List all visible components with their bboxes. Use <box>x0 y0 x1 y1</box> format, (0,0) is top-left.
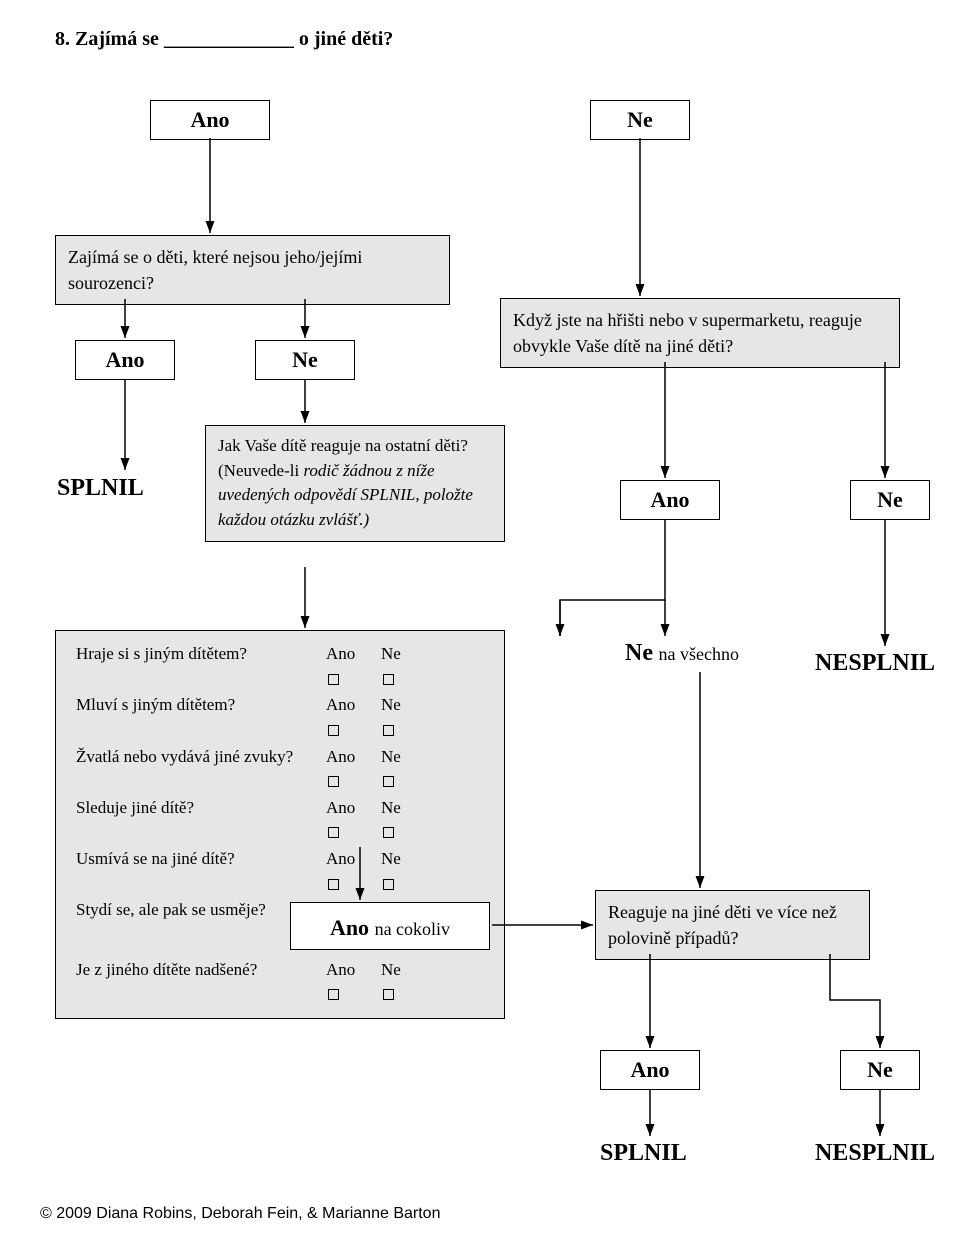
checklist-ano: Ano <box>320 846 375 897</box>
box-jak-reaguje: Jak Vaše dítě reaguje na ostatní děti? (… <box>205 425 505 542</box>
label-splnil-bottom: SPLNIL <box>600 1140 687 1167</box>
checklist-q: Mluví s jiným dítětem? <box>70 692 320 743</box>
connectors-svg <box>0 0 960 1236</box>
checklist-ne: Ne <box>375 795 420 846</box>
checklist-ano: Ano <box>320 692 375 743</box>
checklist-q: Usmívá se na jiné dítě? <box>70 846 320 897</box>
node-ne-mid: Ne <box>255 340 355 380</box>
checklist-q: Stydí se, ale pak se usměje? <box>70 897 320 948</box>
checklist-q: Sleduje jiné dítě? <box>70 795 320 846</box>
checklist-row: Usmívá se na jiné dítě?Ano Ne <box>70 846 420 897</box>
footer-copyright: © 2009 Diana Robins, Deborah Fein, & Mar… <box>40 1205 440 1223</box>
box-polovina: Reaguje na jiné děti ve více než polovin… <box>595 890 870 960</box>
na-cokoliv: na cokoliv <box>375 919 450 939</box>
node-ne-right: Ne <box>850 480 930 520</box>
box-hriste: Když jste na hřišti nebo v supermarketu,… <box>500 298 900 368</box>
label-nesplnil-right: NESPLNIL <box>815 650 935 677</box>
checklist-row: Mluví s jiným dítětem?Ano Ne <box>70 692 420 743</box>
na-vsechno: na všechno <box>658 644 738 664</box>
checklist-row: Hraje si s jiným dítětem?Ano Ne <box>70 641 420 692</box>
checklist-last-ne: Ne <box>375 957 420 1008</box>
checklist-q: Žvatlá nebo vydává jiné zvuky? <box>70 744 320 795</box>
page-title: 8. Zajímá se _____________ o jiné děti? <box>55 28 393 51</box>
node-ne-bottom: Ne <box>840 1050 920 1090</box>
checklist-q: Hraje si s jiným dítětem? <box>70 641 320 692</box>
checklist-row: Žvatlá nebo vydává jiné zvuky?Ano Ne <box>70 744 420 795</box>
ne-big: Ne <box>625 640 653 666</box>
box-sourozenci: Zajímá se o děti, které nejsou jeho/její… <box>55 235 450 305</box>
checklist-ano: Ano <box>320 641 375 692</box>
box-checklist: Hraje si s jiným dítětem?Ano Ne Mluví s … <box>55 630 505 1019</box>
ano-big: Ano <box>330 915 369 940</box>
node-ne-top: Ne <box>590 100 690 140</box>
node-ano-cokoliv: Ano na cokoliv <box>290 902 490 950</box>
label-ne-na-vsechno: Ne na všechno <box>625 640 739 667</box>
checklist-ano: Ano <box>320 744 375 795</box>
node-ano-top: Ano <box>150 100 270 140</box>
checklist-ne: Ne <box>375 692 420 743</box>
checklist-ne: Ne <box>375 744 420 795</box>
checklist-last: Je z jiného dítěte nadšené? Ano Ne <box>70 957 420 1008</box>
label-nesplnil-bottom: NESPLNIL <box>815 1140 935 1167</box>
checklist-last-ano: Ano <box>320 957 375 1008</box>
checklist-last-q: Je z jiného dítěte nadšené? <box>70 957 320 1008</box>
checklist-ano: Ano <box>320 795 375 846</box>
checklist-ne: Ne <box>375 641 420 692</box>
node-ano-mid: Ano <box>75 340 175 380</box>
label-splnil-left: SPLNIL <box>57 475 144 502</box>
node-ano-bottom: Ano <box>600 1050 700 1090</box>
checklist-ne: Ne <box>375 846 420 897</box>
checklist-row: Sleduje jiné dítě?Ano Ne <box>70 795 420 846</box>
node-ano-right: Ano <box>620 480 720 520</box>
